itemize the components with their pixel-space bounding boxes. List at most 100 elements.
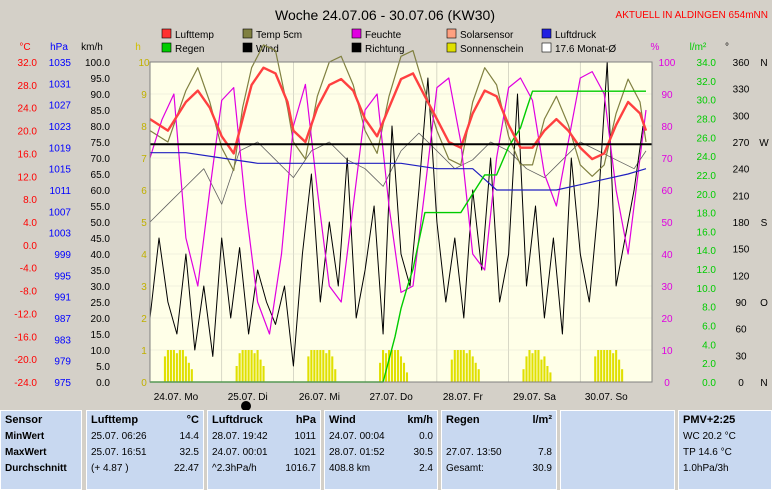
sunshine-bar bbox=[450, 359, 453, 382]
tick-kmh: 10.0 bbox=[91, 346, 111, 357]
sunshine-bar bbox=[603, 350, 606, 382]
sunshine-bar bbox=[172, 350, 175, 382]
sunshine-bar bbox=[331, 356, 334, 382]
tick-h: 10 bbox=[138, 58, 150, 69]
sunshine-bar bbox=[609, 350, 612, 382]
tick-h: 8 bbox=[141, 122, 147, 133]
tick-pct: 80 bbox=[661, 122, 673, 133]
x-tick-day: 30.07. So bbox=[585, 392, 628, 403]
tick-compass: W bbox=[759, 138, 769, 149]
tick-kmh: 5.0 bbox=[96, 362, 110, 373]
tick-dir: 210 bbox=[733, 191, 750, 202]
tick-lm2: 2.0 bbox=[702, 359, 716, 370]
sunshine-bar bbox=[325, 353, 328, 382]
tick-kmh: 40.0 bbox=[91, 250, 111, 261]
regen-max-value: 7.8 bbox=[538, 447, 552, 458]
tick-lm2: 18.0 bbox=[697, 209, 717, 220]
tick-kmh: 70.0 bbox=[91, 154, 111, 165]
sunshine-bar bbox=[238, 353, 241, 382]
sunshine-bar bbox=[262, 366, 265, 382]
tick-kmh: 50.0 bbox=[91, 218, 111, 229]
tick-kmh: 0.0 bbox=[96, 378, 110, 389]
tick-kmh: 30.0 bbox=[91, 282, 111, 293]
sunshine-bar bbox=[459, 350, 462, 382]
regen-total-label: Gesamt: bbox=[446, 463, 484, 474]
tick-compass: N bbox=[760, 58, 767, 69]
pmv-dewpoint: TP 14.6 °C bbox=[683, 447, 732, 458]
tick-h: 3 bbox=[141, 282, 147, 293]
sunshine-bar bbox=[465, 353, 468, 382]
tick-hpa: 1031 bbox=[49, 79, 72, 90]
panel-sensor-header: Sensor bbox=[5, 414, 43, 426]
legend-label-wind: Wind bbox=[256, 44, 279, 55]
tick-temp: 32.0 bbox=[18, 58, 38, 69]
regen-total-value: 30.9 bbox=[532, 463, 552, 474]
sunshine-bar bbox=[184, 356, 187, 382]
tick-lm2: 22.0 bbox=[697, 171, 717, 182]
legend-label-luftdruck: Luftdruck bbox=[555, 30, 597, 41]
tick-dir: 120 bbox=[733, 271, 750, 282]
legend-swatch-wind bbox=[242, 42, 253, 53]
regen-max-time: 27.07. 13:50 bbox=[446, 447, 502, 458]
tick-kmh: 20.0 bbox=[91, 314, 111, 325]
tick-kmh: 45.0 bbox=[91, 234, 111, 245]
sunshine-bar bbox=[474, 362, 477, 382]
sunshine-bar bbox=[402, 362, 406, 382]
panel-luftdruck-header: Luftdruck bbox=[212, 414, 263, 426]
tick-pct: 20 bbox=[661, 314, 673, 325]
legend-swatch-lufttemp bbox=[161, 28, 172, 39]
tick-h: 9 bbox=[141, 90, 147, 101]
luftdruck-trend: ^2.3hPa/h bbox=[212, 463, 257, 474]
sunshine-bar bbox=[546, 366, 549, 382]
panel-wind: Wind km/h 24.07. 00:04 0.0 28.07. 01:52 30.… bbox=[324, 410, 438, 490]
sunshine-bar bbox=[543, 356, 546, 382]
panel-lufttemp: Lufttemp °C 25.07. 06:26 14.4 25.07. 16:51… bbox=[86, 410, 204, 490]
tick-h: 4 bbox=[141, 250, 147, 261]
tick-lm2: 10.0 bbox=[697, 284, 717, 295]
lufttemp-min-time: 25.07. 06:26 bbox=[91, 431, 147, 442]
tick-hpa: 1011 bbox=[49, 186, 71, 197]
sunshine-bar bbox=[525, 356, 528, 382]
tick-hpa: 999 bbox=[54, 250, 71, 261]
sunshine-bar bbox=[597, 350, 600, 382]
series-line-luftdruck bbox=[150, 152, 647, 191]
legend-swatch-feuchte bbox=[351, 28, 362, 39]
sunshine-bar bbox=[528, 350, 531, 382]
grid bbox=[150, 62, 652, 382]
sunshine-bar bbox=[181, 350, 184, 382]
tick-hpa: 1035 bbox=[49, 58, 72, 69]
sunshine-bar bbox=[235, 366, 238, 382]
wind-max-time: 28.07. 01:52 bbox=[329, 447, 385, 458]
luftdruck-max-value: 1021 bbox=[293, 447, 316, 458]
sunshine-bar bbox=[522, 369, 525, 382]
weather-chart: Woche 24.07.06 - 30.07.06 (KW30) AKTUELL… bbox=[14, 7, 770, 410]
panel-lufttemp-unit: °C bbox=[186, 414, 199, 426]
axis-units: °C hPa km/h h% l/m² ° bbox=[19, 42, 729, 53]
tick-temp: 28.0 bbox=[18, 81, 38, 92]
pmv-pressure-trend: 1.0hPa/3h bbox=[683, 463, 729, 474]
tick-kmh: 75.0 bbox=[91, 138, 111, 149]
sunshine-bar bbox=[256, 350, 259, 382]
row-label-avg: Durchschnitt bbox=[5, 463, 67, 474]
tick-dir: 330 bbox=[733, 85, 750, 96]
panel-luftdruck: Luftdruck hPa 28.07. 19:42 1011 24.07. 00:… bbox=[207, 410, 321, 490]
tick-lm2: 12.0 bbox=[697, 265, 717, 276]
sunshine-bar bbox=[612, 353, 615, 382]
tick-lm2: 4.0 bbox=[702, 340, 716, 351]
tick-dir: 180 bbox=[733, 218, 750, 229]
tick-temp: -20.0 bbox=[14, 355, 37, 366]
panel-lufttemp-header: Lufttemp bbox=[91, 414, 139, 426]
sunshine-bar bbox=[462, 350, 465, 382]
tick-kmh: 15.0 bbox=[91, 330, 111, 341]
sunshine-bar bbox=[621, 369, 624, 382]
status-location: AKTUELL IN ALDINGEN 654mNN bbox=[616, 10, 768, 21]
sunshine-bar bbox=[187, 362, 190, 382]
tick-kmh: 65.0 bbox=[91, 170, 111, 181]
tick-pct: 50 bbox=[661, 218, 673, 229]
wind-distance: 408.8 km bbox=[329, 463, 371, 474]
tick-kmh: 80.0 bbox=[91, 122, 111, 133]
wind-min-value: 0.0 bbox=[419, 431, 433, 442]
tick-hpa: 987 bbox=[54, 314, 71, 325]
lufttemp-avg-value: 22.47 bbox=[173, 463, 199, 474]
sunshine-bar bbox=[531, 353, 534, 382]
